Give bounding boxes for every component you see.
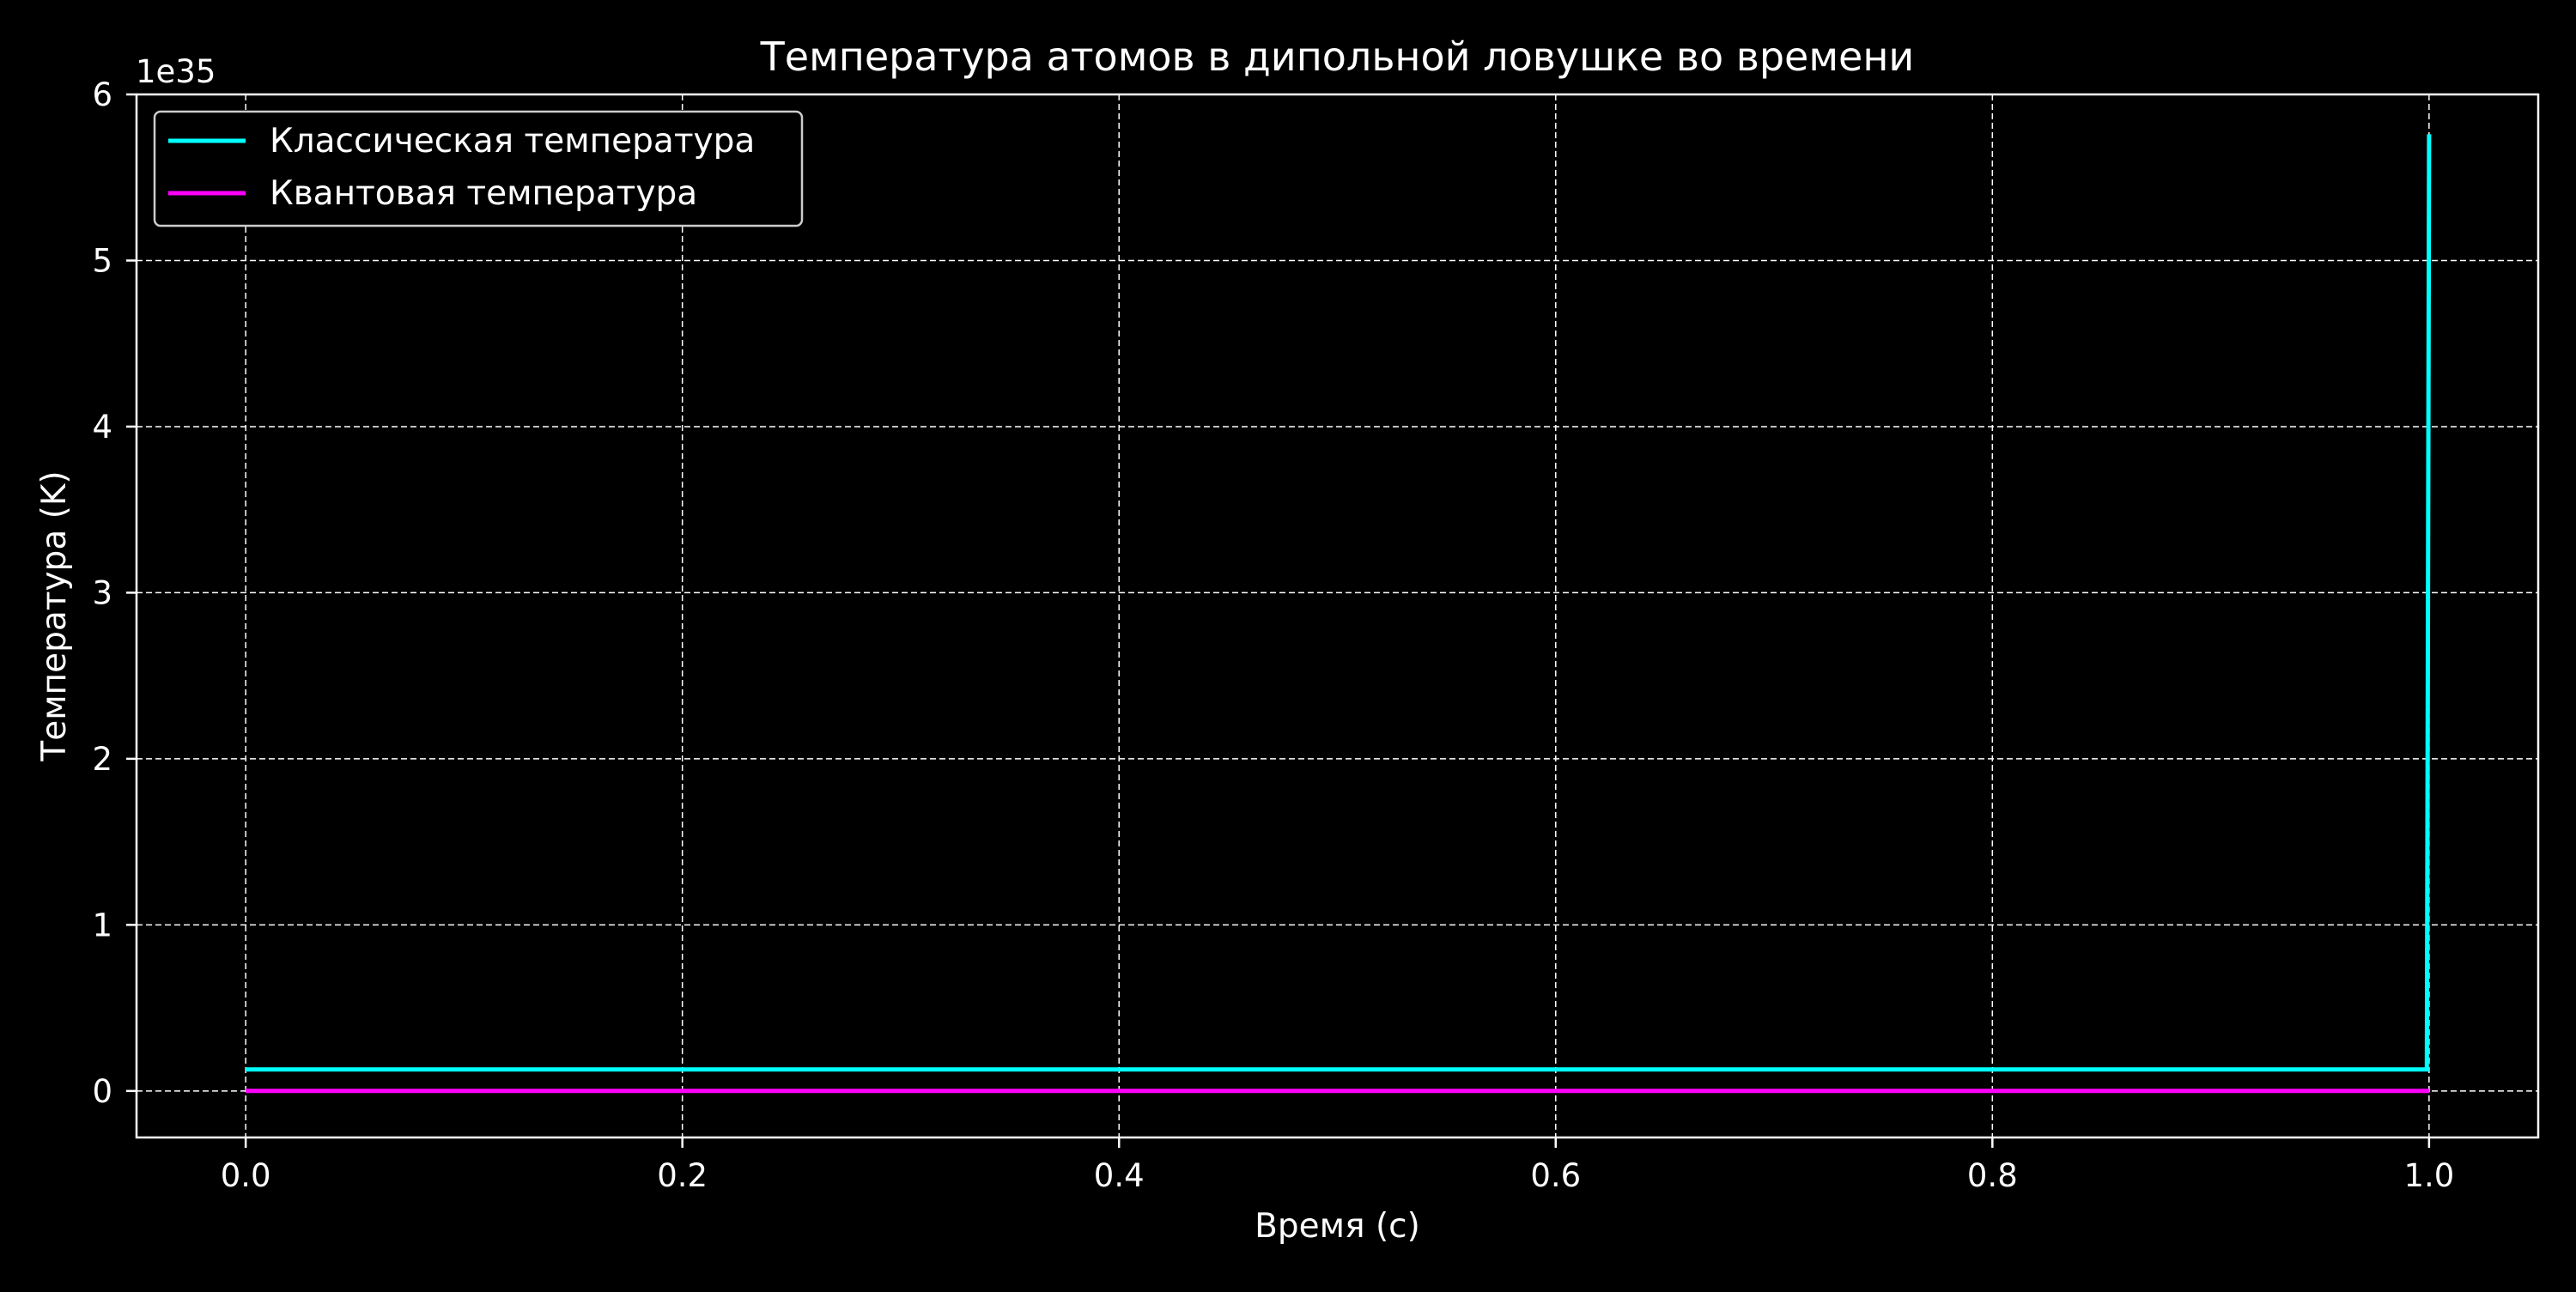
legend-label-1: Классическая температура xyxy=(270,122,755,161)
y-tick-label: 4 xyxy=(92,409,112,446)
chart-title: Температура атомов в дипольной ловушке в… xyxy=(760,33,1915,80)
x-tick-label: 0.8 xyxy=(1967,1157,2018,1194)
legend: Классическая температура Квантовая темпер… xyxy=(153,110,804,227)
legend-box xyxy=(153,110,804,227)
axis-ticks: 0.0 0.2 0.4 0.6 0.8 1.0 0 1 2 3 4 5 6 xyxy=(92,76,2454,1194)
x-tick-label: 1.0 xyxy=(2403,1157,2454,1194)
x-tick-label: 0.2 xyxy=(657,1157,708,1194)
x-tick-label: 0.6 xyxy=(1530,1157,1581,1194)
y-tick-label: 2 xyxy=(92,741,112,778)
y-axis-offset-label: 1e35 xyxy=(136,53,216,90)
legend-label-2: Квантовая температура xyxy=(270,174,697,213)
y-tick-label: 6 xyxy=(92,76,112,113)
x-axis-label: Время (с) xyxy=(1255,1207,1420,1246)
y-tick-label: 5 xyxy=(92,242,112,279)
y-tick-label: 0 xyxy=(92,1073,112,1110)
y-tick-label: 3 xyxy=(92,574,112,611)
series-line-1 xyxy=(246,134,2432,1072)
plot-frame xyxy=(135,93,2540,1139)
y-tick-label: 1 xyxy=(92,907,112,943)
series-lines xyxy=(246,134,2432,1094)
y-axis-label: Температура (K) xyxy=(35,470,74,761)
x-tick-label: 0.4 xyxy=(1094,1157,1145,1194)
x-tick-label: 0.0 xyxy=(221,1157,271,1194)
